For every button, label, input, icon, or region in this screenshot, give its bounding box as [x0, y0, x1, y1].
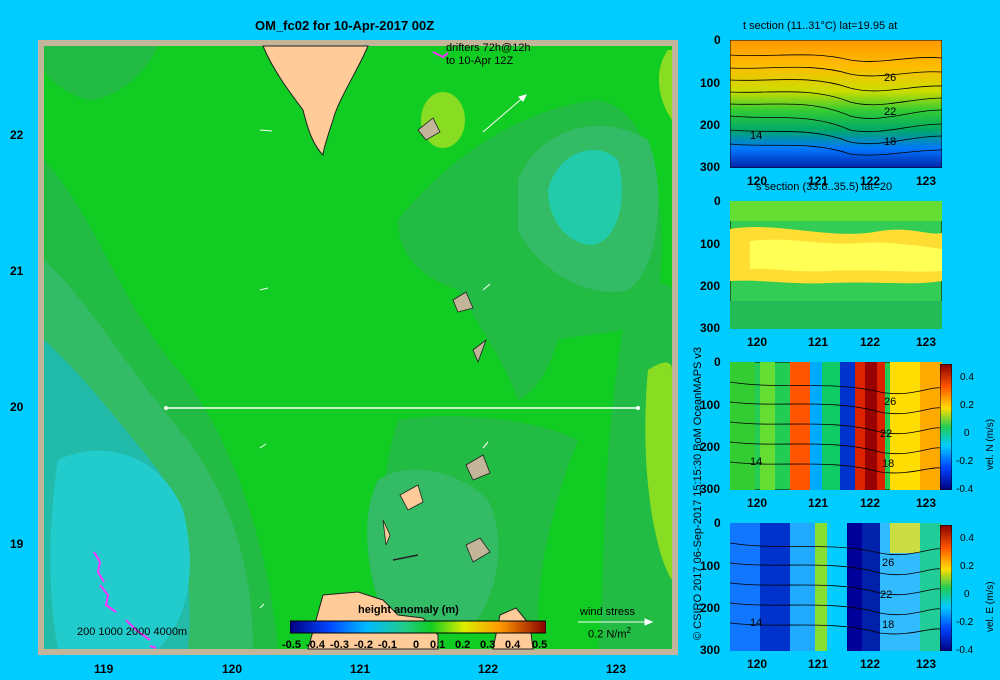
panel-y-tick: 100: [700, 237, 721, 251]
panel-x-tick: 120: [747, 657, 768, 671]
panel-x-tick: 122: [860, 335, 881, 349]
contour-label: 14: [750, 456, 763, 468]
depth-legend: 200 1000 2000 4000m: [77, 626, 188, 638]
panel-y-tick: 0: [714, 33, 721, 47]
vel-n-colorbar-label: vel. N (m/s): [985, 418, 996, 470]
drifters-label: drifters 72h@12h: [446, 42, 531, 54]
contour-band: [50, 450, 190, 649]
panel-x-tick: 120: [747, 496, 768, 510]
salinity-section: [730, 201, 942, 329]
vel-e-colorbar-label: vel. E (m/s): [985, 581, 996, 632]
panel-y-tick: 200: [700, 601, 721, 615]
vel-e-section: [730, 523, 942, 651]
panel-y-tick: 0: [714, 516, 721, 530]
contour-label: 26: [882, 557, 895, 569]
height-anomaly-colorbar: [290, 620, 546, 634]
panel-y-tick: 200: [700, 118, 721, 132]
drifters-label: to 10-Apr 12Z: [446, 55, 514, 67]
island: [465, 537, 491, 563]
panel-x-tick: 121: [808, 335, 829, 349]
taiwan-land: [262, 45, 369, 157]
map-y-tick: 19: [10, 537, 24, 551]
island: [399, 484, 424, 511]
panel-x-tick: 123: [916, 496, 937, 510]
drifter-tracks: [93, 51, 449, 649]
main-map: [38, 40, 678, 655]
panel-y-tick: 300: [700, 482, 721, 496]
panel-y-tick: 200: [700, 440, 721, 454]
panel-x-tick: 123: [916, 335, 937, 349]
panel-y-tick: 300: [700, 321, 721, 335]
map-x-tick: 120: [222, 662, 243, 676]
contour-band: [658, 50, 672, 120]
island: [382, 519, 391, 546]
island: [472, 338, 487, 364]
panel-x-tick: 123: [916, 657, 937, 671]
wind-stress-scale: 0.2 N/m2: [588, 626, 631, 641]
map-title: OM_fc02 for 10-Apr-2017 00Z: [255, 18, 435, 33]
panel-y-tick: 100: [700, 398, 721, 412]
colorbar-ticks: -0.5 -0.4 -0.3 -0.2 -0.1 0 0.1 0.2 0.3 0…: [282, 639, 548, 651]
map-y-tick: 21: [10, 264, 24, 278]
panel-x-tick: 122: [860, 496, 881, 510]
panel-y-tick: 200: [700, 279, 721, 293]
wind-stress-label: wind stress: [580, 606, 636, 618]
map-x-tick: 121: [350, 662, 371, 676]
panel-x-tick: 121: [808, 657, 829, 671]
contour-band: [367, 469, 499, 630]
vel-e-colorbar: [940, 525, 952, 651]
panel-y-tick: 100: [700, 76, 721, 90]
island: [465, 454, 491, 481]
panel-title: t section (11..31°C) lat=19.95 at: [743, 20, 898, 32]
contour-band: [645, 362, 672, 580]
contour-band: [421, 92, 465, 148]
contour-label: 18: [882, 619, 895, 631]
contour-label: 14: [750, 617, 763, 629]
map-x-tick: 123: [606, 662, 627, 676]
panel-x-tick: 120: [747, 335, 768, 349]
panel-title: s section (33.6..35.5) lat=20: [756, 181, 893, 193]
panel-y-tick: 300: [700, 643, 721, 657]
wind-stress-arrows: [259, 94, 654, 626]
panel-y-tick: 300: [700, 160, 721, 174]
map-y-tick: 20: [10, 400, 24, 414]
contour-band: [44, 46, 158, 100]
panel-x-tick: 122: [860, 174, 881, 188]
contour-label: 18: [884, 136, 897, 148]
island: [417, 117, 441, 141]
panel-x-tick: 121: [808, 496, 829, 510]
map-x-tick: 119: [94, 662, 114, 676]
contour-label: 26: [884, 72, 897, 84]
map-x-tick: 122: [478, 662, 499, 676]
contour-label: 22: [880, 589, 893, 601]
island: [392, 554, 419, 561]
contour-label: 22: [884, 106, 897, 118]
vel-n-section: [730, 362, 942, 490]
panel-x-tick: 123: [916, 174, 937, 188]
contour-label: 26: [884, 396, 897, 408]
panel-x-tick: 121: [808, 174, 829, 188]
vel-n-colorbar: [940, 364, 952, 490]
colorbar-title: height anomaly (m): [358, 604, 459, 616]
contour-label: 22: [880, 428, 893, 440]
map-y-tick: 22: [10, 128, 24, 142]
island: [452, 291, 474, 313]
panel-y-tick: 0: [714, 355, 721, 369]
panel-y-tick: 0: [714, 194, 721, 208]
panel-x-tick: 120: [747, 174, 768, 188]
contour-label: 14: [750, 130, 763, 142]
contour-band: [548, 150, 622, 245]
panel-x-tick: 122: [860, 657, 881, 671]
temperature-section: [730, 40, 942, 168]
panel-y-tick: 100: [700, 559, 721, 573]
contour-label: 18: [882, 458, 895, 470]
